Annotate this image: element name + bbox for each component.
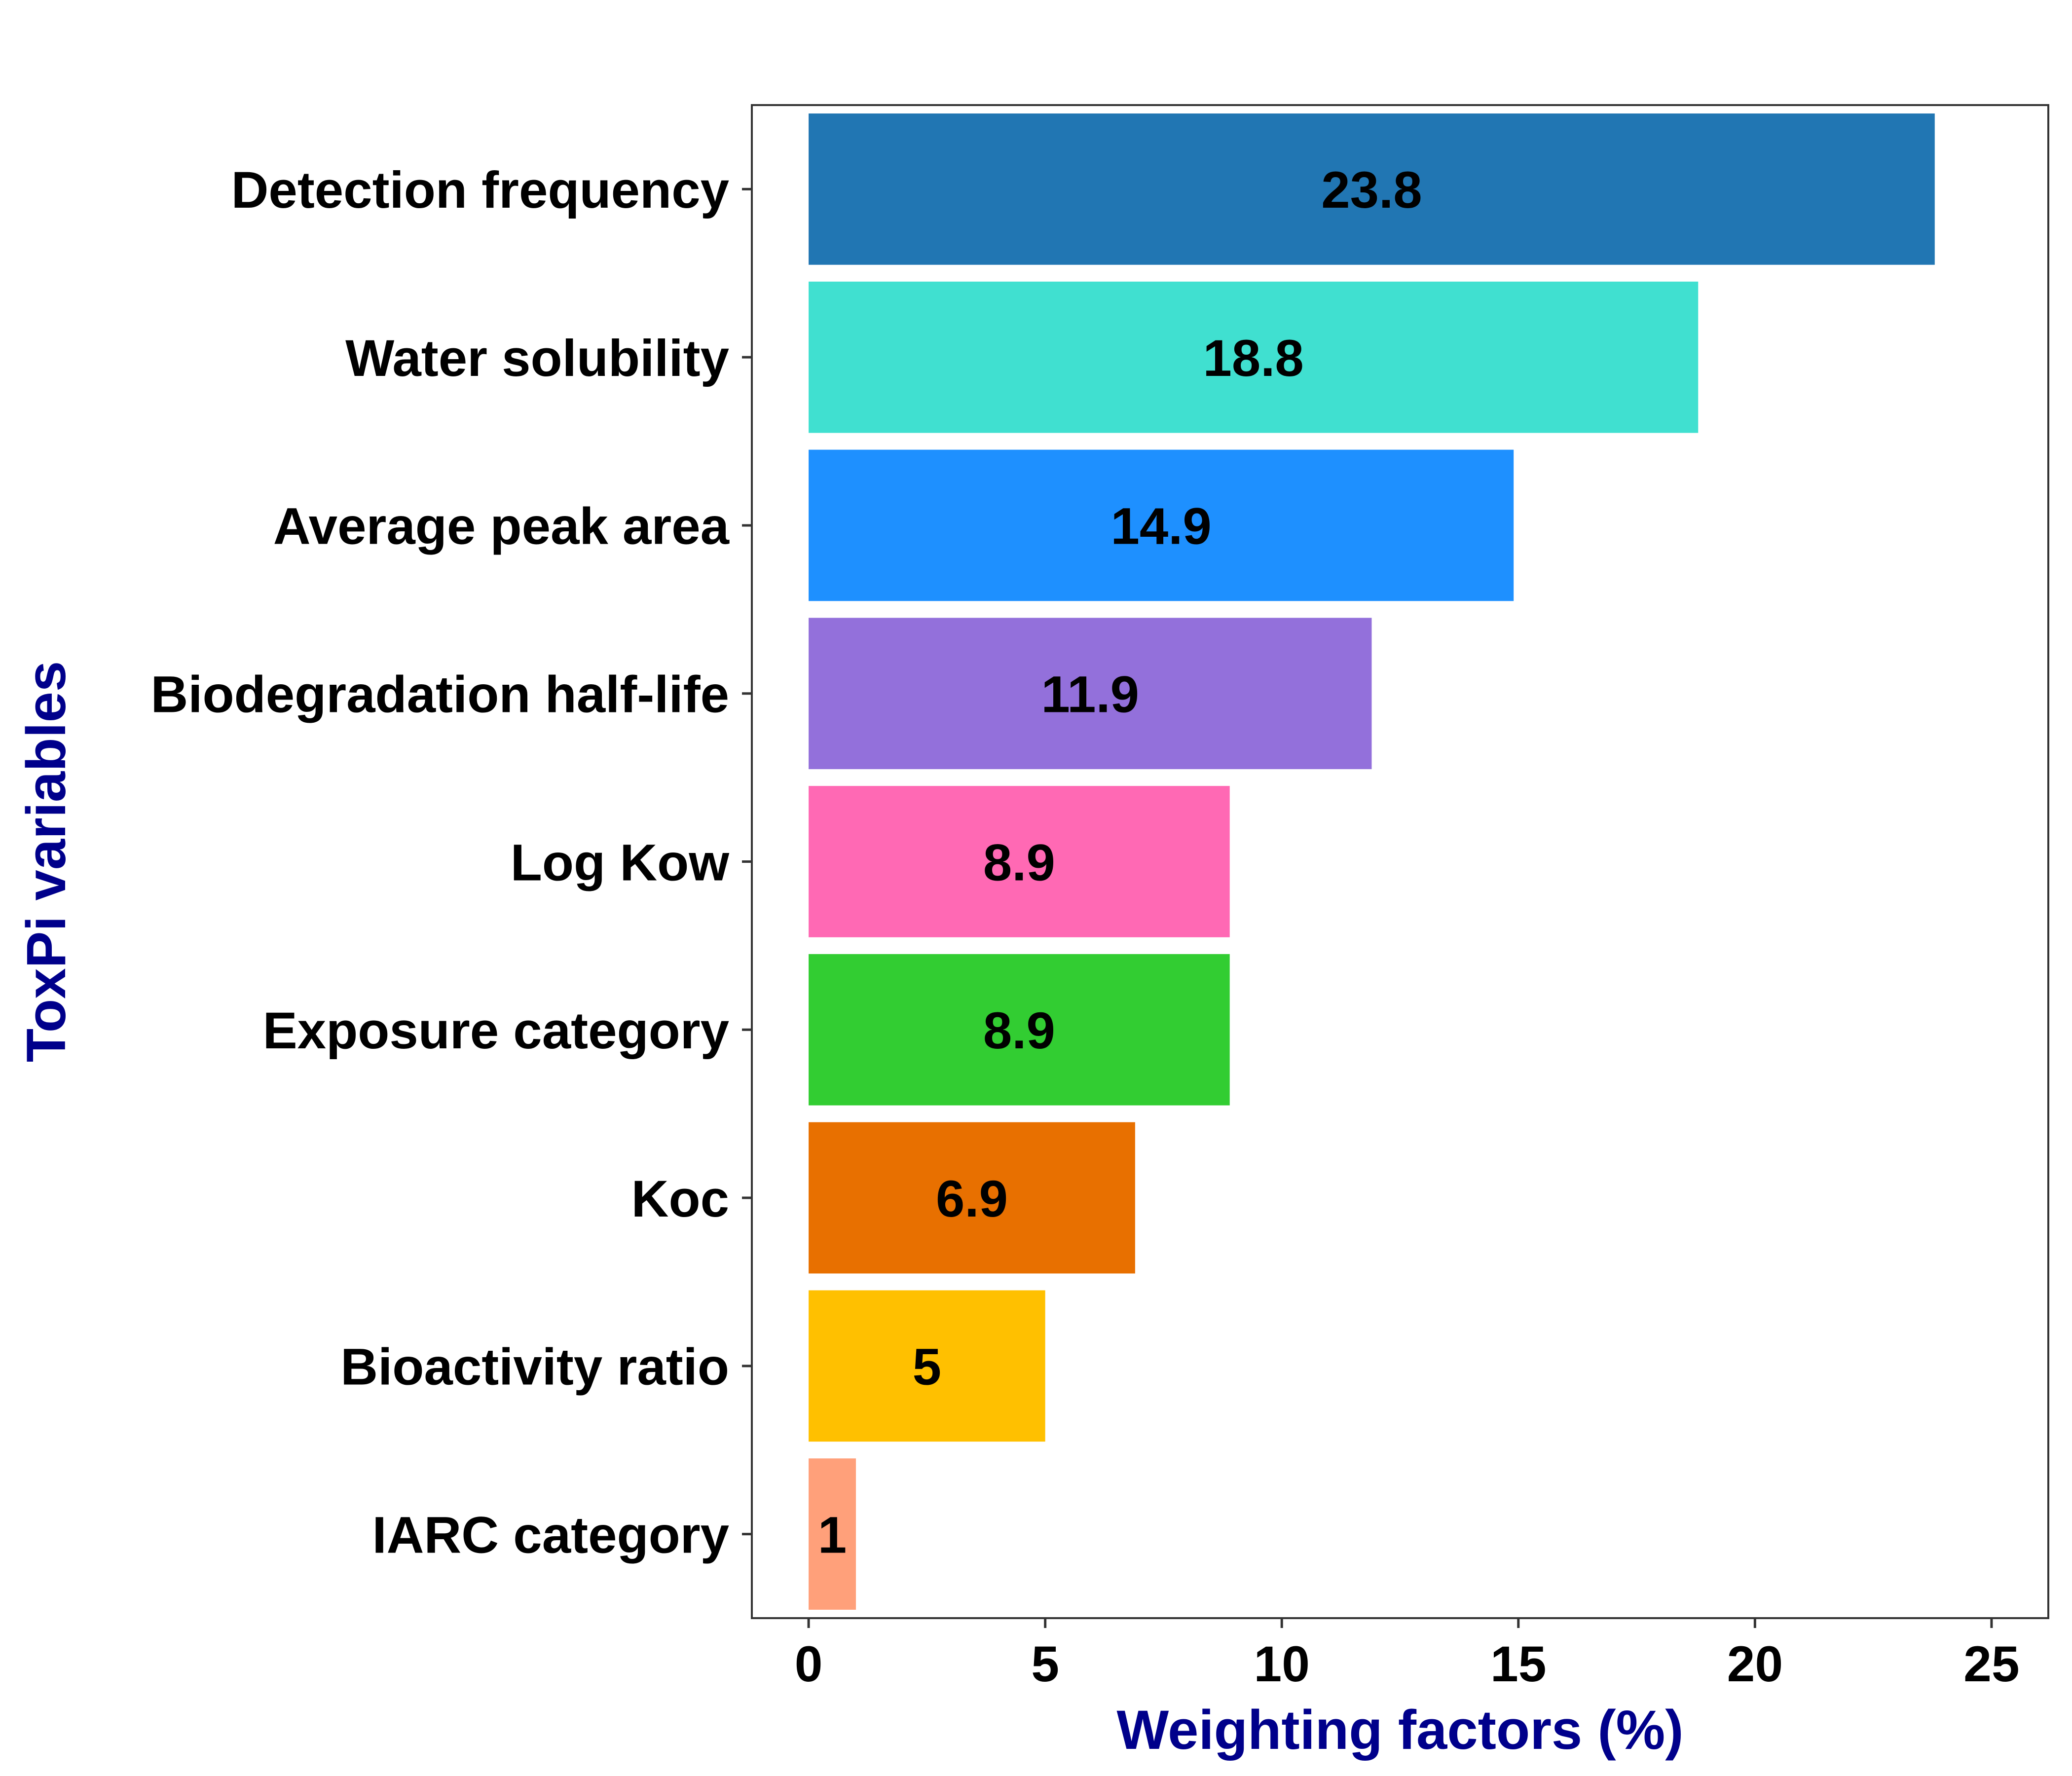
y-tick-label: Koc xyxy=(631,1170,729,1228)
y-tick-label: IARC category xyxy=(372,1506,729,1564)
bar xyxy=(809,281,1699,433)
bar xyxy=(809,113,1935,265)
bar xyxy=(809,1122,1135,1274)
plot-panel-border xyxy=(751,104,2049,1619)
x-tick-label: 10 xyxy=(1254,1636,1309,1692)
x-tick-label: 0 xyxy=(795,1636,823,1692)
y-tick-label: Log Kow xyxy=(511,834,730,891)
bar xyxy=(809,786,1230,937)
x-axis-title: Weighting factors (%) xyxy=(1116,1699,1683,1761)
bar xyxy=(809,618,1372,770)
bar-data-label: 5 xyxy=(913,1338,941,1396)
y-tick-label: Water solubility xyxy=(345,330,729,387)
x-axis: 0 5 10 15 20 25 xyxy=(795,1618,2020,1692)
bar-data-label: 6.9 xyxy=(936,1170,1008,1228)
bar-data-label: 1 xyxy=(818,1506,847,1564)
y-tick-label: Detection frequency xyxy=(231,161,729,219)
bar xyxy=(809,1458,856,1610)
bar-data-label: 8.9 xyxy=(983,1002,1055,1060)
bar xyxy=(809,449,1514,601)
y-axis-title: ToxPi variables xyxy=(15,661,77,1062)
x-tick-label: 15 xyxy=(1490,1636,1546,1692)
bar-labels-group: 23.8 18.8 14.9 11.9 8.9 8.9 6.9 5 1 xyxy=(818,161,1422,1564)
bar-data-label: 14.9 xyxy=(1110,498,1211,555)
bar-data-label: 18.8 xyxy=(1203,330,1303,387)
y-tick-label: Exposure category xyxy=(263,1002,729,1060)
bar xyxy=(809,954,1230,1106)
bar-data-label: 11.9 xyxy=(1041,666,1139,724)
bar xyxy=(809,1290,1045,1442)
y-axis: Detection frequency Water solubility Avera… xyxy=(150,161,752,1564)
x-tick-label: 25 xyxy=(1963,1636,2019,1692)
y-tick-label: Average peak area xyxy=(273,498,730,555)
y-tick-label: Bioactivity ratio xyxy=(340,1338,729,1396)
x-tick-label: 20 xyxy=(1727,1636,1783,1692)
x-tick-label: 5 xyxy=(1031,1636,1059,1692)
bar-data-label: 23.8 xyxy=(1321,161,1422,219)
bar-data-label: 8.9 xyxy=(983,834,1055,891)
bars-group xyxy=(809,113,1935,1610)
y-tick-label: Biodegradation half-life xyxy=(150,666,729,724)
